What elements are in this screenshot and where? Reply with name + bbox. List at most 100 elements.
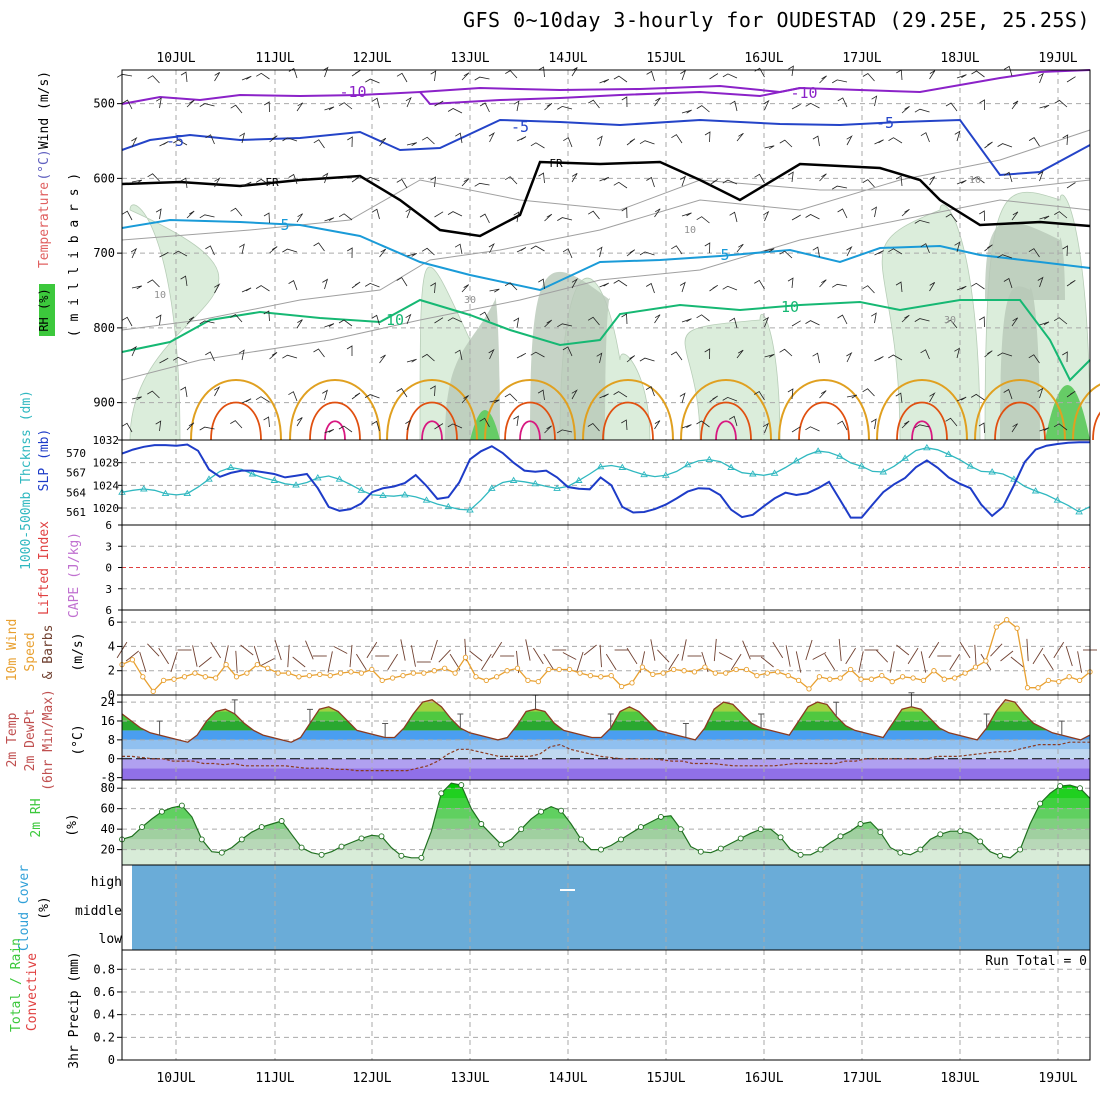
wind-speed-point — [785, 672, 791, 679]
wind-speed-point — [348, 669, 354, 675]
day-label-top-7: 16JUL — [744, 51, 783, 66]
wind-speed-point — [514, 665, 521, 671]
wind-barb — [846, 394, 858, 399]
wind10m-barb — [889, 651, 895, 673]
rh-label-2: 10 — [684, 225, 696, 236]
wind-barb — [654, 97, 661, 107]
thickness-point — [531, 479, 540, 487]
wind-barb — [296, 319, 303, 329]
wind-barb — [888, 248, 903, 255]
wind-barb — [984, 141, 993, 149]
wind-barb — [351, 281, 361, 289]
isotherm-warm-6 — [680, 379, 772, 441]
wind-speed-point — [337, 670, 344, 676]
wind-barb — [557, 105, 573, 110]
wind-speed-point — [660, 670, 666, 676]
wind-barb — [901, 106, 910, 114]
wind-barb — [447, 108, 463, 114]
wind-speed-point — [910, 675, 916, 681]
wind-barb — [454, 243, 463, 255]
wind-speed-point — [733, 666, 739, 673]
wind10m-barb — [240, 644, 254, 656]
wind-barb — [461, 395, 469, 404]
rh2m-point — [478, 821, 485, 827]
wind-barb — [763, 210, 770, 222]
wind10m-barb — [543, 653, 555, 671]
wind10m-barb — [949, 653, 960, 671]
isotherm-hottest-6 — [715, 420, 737, 441]
rh2m-point — [877, 829, 884, 836]
wind-barb — [130, 247, 138, 259]
wind-barb — [874, 356, 884, 362]
cape-ylabel: CAPE (J/kg) — [67, 532, 82, 618]
thickness-point — [270, 476, 279, 483]
wind-barb — [997, 254, 1013, 259]
wind-speed-point — [129, 657, 136, 663]
precip-ylabel: 3hr Precip (mm) — [67, 951, 82, 1068]
wind-barb — [831, 283, 848, 288]
day-label-top-1: 10JUL — [156, 51, 195, 66]
thickness-point — [357, 486, 366, 493]
wind-barb — [538, 172, 545, 184]
thickness-point — [857, 462, 866, 469]
tick-label-precip-3: 0.2 — [93, 1030, 115, 1044]
wind10m-barb — [438, 649, 451, 663]
wind10m-barb — [858, 651, 864, 673]
wind-barb — [379, 137, 387, 147]
wind-barb — [241, 398, 252, 404]
rh2m-point — [637, 824, 644, 831]
wind-barb — [764, 248, 775, 252]
wind-barb — [434, 100, 444, 107]
day-label-top-6: 15JUL — [646, 51, 685, 66]
rh2m-point — [697, 848, 704, 855]
tick-label-wind10m-0: 6 — [108, 615, 115, 629]
day-label-bottom-5: 14JUL — [548, 1071, 587, 1086]
chart-title: GFS 0~10day 3-hourly for OUDESTAD (29.25… — [462, 8, 1090, 32]
precip-ylabel-total: Total / Rain — [9, 938, 24, 1032]
wind-barb — [173, 250, 188, 257]
rh2m-point — [338, 843, 345, 850]
wind-barb — [681, 109, 692, 114]
wind-barb — [313, 139, 325, 149]
wind-barb — [1037, 276, 1044, 288]
wind10m-barb — [400, 639, 406, 661]
wind-barb — [205, 134, 215, 145]
wind-speed-point — [1066, 674, 1072, 680]
rh2m-point — [358, 835, 365, 842]
wind-speed-point — [931, 668, 937, 674]
tick-label-rh2m-2: 40 — [101, 822, 115, 836]
isotherm-hot-8 — [896, 401, 948, 441]
wind-barb — [722, 179, 738, 185]
wind-speed-point — [639, 664, 646, 670]
isotherm-hot-9 — [994, 401, 1046, 441]
wind10m-ylabel-wind: 10m Wind — [5, 619, 20, 682]
wind-barb — [895, 392, 903, 404]
wind-barb — [929, 392, 936, 403]
temp-minmax-whisker — [833, 701, 840, 717]
rh2m-point — [498, 841, 505, 848]
wind-barb — [405, 419, 412, 431]
wind-barb — [680, 69, 687, 81]
wind-barb — [461, 284, 469, 293]
wind-barb — [681, 424, 692, 429]
wind-barb — [544, 319, 552, 328]
wind-barb — [596, 246, 603, 258]
wind-barb — [199, 214, 215, 219]
wind-barb — [862, 388, 875, 397]
tick-label-rh2m-0: 80 — [101, 781, 115, 795]
wind10m-barb — [430, 639, 438, 661]
rh-isopleth-2 — [121, 179, 1091, 241]
wind10m-barb — [1026, 638, 1029, 662]
wind-barb — [819, 390, 827, 399]
day-label-bottom-7: 16JUL — [744, 1071, 783, 1086]
thickness-point — [205, 475, 213, 482]
thickness-point — [314, 474, 322, 481]
wind-speed-point — [285, 670, 292, 676]
wind-barb — [172, 356, 188, 363]
wind10m-barb — [760, 656, 774, 668]
wind10m-barb — [170, 651, 178, 673]
thickness-point — [749, 470, 757, 477]
wind-barb — [214, 283, 221, 294]
wind-barb — [787, 388, 794, 400]
wind-barb — [121, 422, 133, 433]
